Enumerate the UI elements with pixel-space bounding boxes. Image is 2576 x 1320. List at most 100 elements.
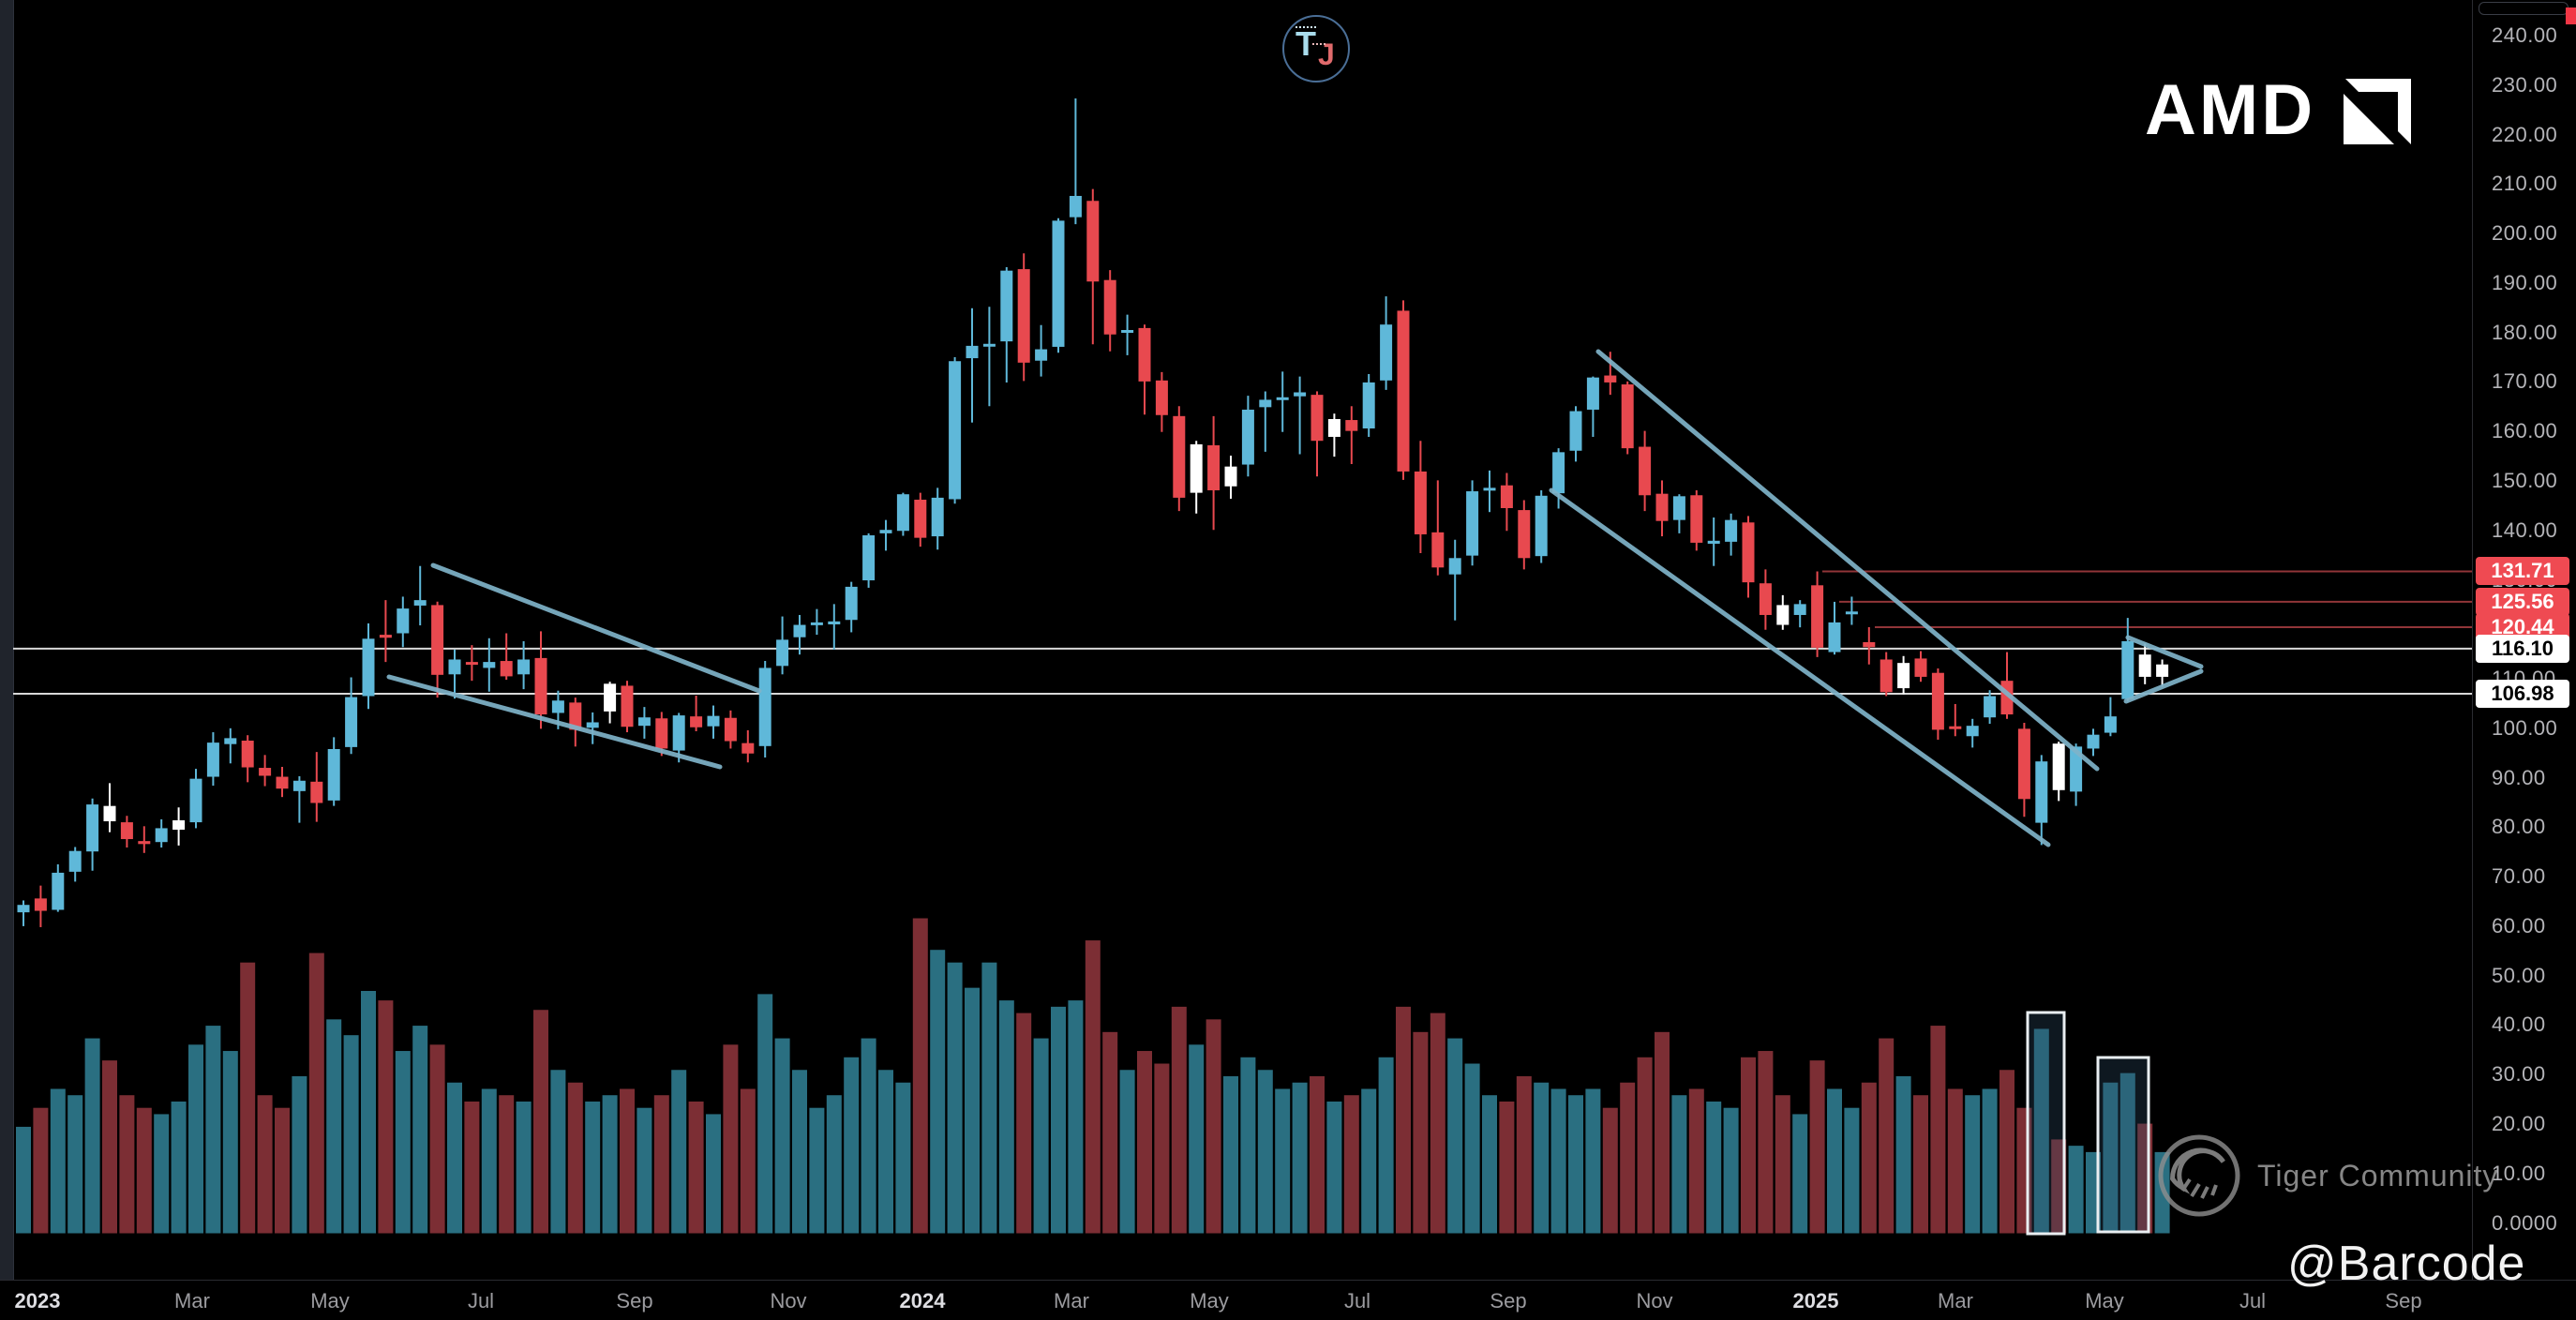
candle-body xyxy=(397,608,410,634)
price-tick-label: 40.00 xyxy=(2492,1012,2546,1037)
candle-body xyxy=(327,748,340,801)
channel-2024-upper xyxy=(1595,349,2100,772)
candle-body xyxy=(758,668,771,746)
candle-body xyxy=(1604,375,1617,382)
time-axis[interactable]: 2023 Mar May Jul Sep Nov 2024 Mar May Jul Sep Nov 20… xyxy=(0,1280,2576,1320)
volume-bar xyxy=(135,1106,153,1235)
candle-body xyxy=(206,742,219,777)
volume-bar xyxy=(221,1050,239,1235)
candle-body xyxy=(1380,324,1393,381)
candle-body xyxy=(551,700,564,713)
volume-bar xyxy=(1188,1043,1206,1235)
volume-bar xyxy=(1895,1075,1912,1235)
amd-logo: AMD xyxy=(2145,73,2413,148)
candle-body xyxy=(1035,349,1048,361)
amd-logo-text: AMD xyxy=(2145,70,2316,150)
candle-body xyxy=(483,662,496,668)
candle-body xyxy=(1241,409,1254,465)
volume-bar xyxy=(1878,1037,1895,1235)
candle-body xyxy=(292,780,306,791)
candle-body xyxy=(2087,734,2100,749)
price-tick-label: 150.00 xyxy=(2492,468,2558,492)
candle-body xyxy=(1483,488,1496,491)
candle-body xyxy=(1121,329,1134,333)
candle-body xyxy=(672,715,685,751)
candle-body xyxy=(1103,279,1116,335)
candle-body xyxy=(2156,664,2169,677)
volume-bar xyxy=(549,1069,567,1235)
candle-body xyxy=(1914,658,1927,677)
candle-body xyxy=(1725,519,1738,542)
volume-bar xyxy=(377,999,395,1235)
month-tick-label: May xyxy=(1190,1288,1229,1312)
candle-body xyxy=(1327,418,1340,437)
price-level-badge: 106.98 xyxy=(2476,679,2569,708)
volume-bar xyxy=(204,1025,222,1235)
candle-body xyxy=(1518,510,1531,559)
author-handle: @Barcode xyxy=(2287,1237,2526,1291)
volume-highlight-box xyxy=(2026,1011,2066,1236)
candle-body xyxy=(465,662,478,666)
volume-bar xyxy=(1222,1075,1239,1235)
candle-body xyxy=(448,659,461,675)
candle-body xyxy=(413,600,427,606)
candle-body xyxy=(1639,446,1652,496)
candle-body xyxy=(1759,583,1772,615)
month-tick-label: Mar xyxy=(174,1288,210,1312)
volume-bar xyxy=(1291,1081,1309,1235)
volume-bar xyxy=(428,1043,446,1235)
candle-body xyxy=(1586,377,1599,410)
candle-body xyxy=(690,716,703,728)
price-tick-label: 70.00 xyxy=(2492,864,2546,889)
volume-bar xyxy=(566,1081,584,1235)
tiger-community-watermark: Tiger Community xyxy=(2156,1132,2498,1219)
candle-body xyxy=(1828,622,1841,652)
candle-body xyxy=(1672,496,1685,520)
candle-body xyxy=(259,768,272,776)
volume-bar xyxy=(32,1106,50,1235)
volume-bar xyxy=(1342,1094,1360,1235)
volume-bar xyxy=(601,1094,619,1235)
candle-body xyxy=(1621,384,1634,449)
volume-bar xyxy=(1084,939,1101,1235)
candle-body xyxy=(621,685,634,728)
candle-body xyxy=(1845,611,1858,615)
tiger-paw-icon xyxy=(2158,1134,2240,1217)
candle-body xyxy=(241,741,254,768)
tj-logo-dash-icon xyxy=(1295,26,1316,28)
tj-logo-dash-icon xyxy=(1312,43,1325,45)
price-tick-label: 0.0000 xyxy=(2492,1210,2558,1235)
volume-bar xyxy=(636,1106,653,1235)
volume-bar xyxy=(964,986,981,1235)
candle-body xyxy=(1052,220,1065,347)
volume-bar xyxy=(1515,1075,1533,1235)
candle-body xyxy=(1984,696,1997,718)
candle-body xyxy=(1966,726,1979,737)
volume-bar xyxy=(1101,1030,1119,1235)
volume-bar xyxy=(1274,1088,1292,1235)
volume-bar xyxy=(1377,1056,1395,1235)
volume-bar xyxy=(929,949,947,1235)
price-tick-label: 10.00 xyxy=(2492,1161,2546,1185)
price-tick-label: 50.00 xyxy=(2492,963,2546,987)
volume-bar xyxy=(153,1113,171,1235)
candle-body xyxy=(172,819,186,831)
price-axis[interactable]: 240.00 230.00 220.00 210.00 200.00 190.00 180.… xyxy=(2472,0,2576,1280)
candle-body xyxy=(879,530,892,533)
volume-bar xyxy=(860,1037,877,1235)
price-level-badge: 125.56 xyxy=(2476,587,2569,616)
volume-bar xyxy=(1740,1056,1757,1235)
candle-body xyxy=(1552,452,1565,494)
candle-body xyxy=(931,497,944,537)
candle-body xyxy=(310,781,323,803)
candle-body xyxy=(1207,444,1221,490)
volume-bar xyxy=(1015,1012,1033,1235)
volume-bar xyxy=(1964,1094,1982,1235)
candle-body xyxy=(2070,746,2083,792)
volume-bar xyxy=(773,1037,791,1235)
year-tick-label: 2023 xyxy=(14,1288,61,1312)
candle-body xyxy=(68,850,82,872)
candle-body xyxy=(379,635,392,638)
volume-bar xyxy=(1946,1088,1964,1235)
